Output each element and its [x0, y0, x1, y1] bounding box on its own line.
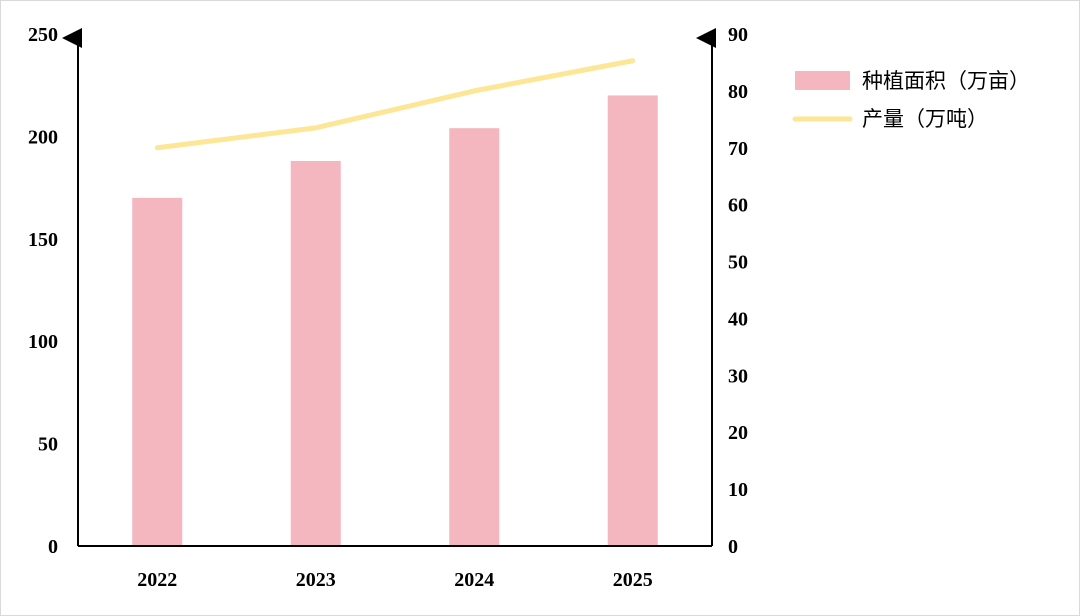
right-tick-label: 20 — [728, 422, 748, 444]
bar-2025 — [607, 95, 658, 546]
left-tick-label: 100 — [28, 331, 58, 353]
right-tick-label: 50 — [728, 252, 748, 274]
axes-layer — [62, 28, 716, 547]
right-tick-label: 0 — [728, 536, 738, 558]
right-tick-label: 40 — [728, 308, 748, 330]
legend-swatch-bar — [795, 71, 850, 90]
bar-2024 — [449, 128, 500, 546]
right-tick-label: 30 — [728, 365, 748, 387]
left-tick-label: 0 — [48, 536, 58, 558]
right-tick-label: 90 — [728, 24, 748, 46]
bars-layer — [132, 95, 658, 546]
x-tick-label: 2023 — [296, 569, 336, 591]
line-layer — [154, 58, 636, 151]
bar-2023 — [290, 160, 341, 546]
line-point-2025 — [632, 60, 634, 62]
output-line — [154, 58, 636, 151]
line-point-2024 — [473, 90, 475, 92]
right-tick-label: 10 — [728, 479, 748, 501]
right-tick-label: 70 — [728, 138, 748, 160]
line-point-2023 — [315, 127, 317, 129]
left-tick-label: 50 — [38, 434, 58, 456]
x-tick-label: 2025 — [613, 569, 653, 591]
line-point-2022 — [156, 147, 158, 149]
right-tick-label: 60 — [728, 195, 748, 217]
right-tick-label: 80 — [728, 81, 748, 103]
legend: 种植面积（万亩） 产量（万吨） — [792, 69, 1030, 131]
x-tick-label: 2022 — [137, 569, 177, 591]
left-tick-label: 250 — [28, 24, 58, 46]
left-tick-label: 150 — [28, 229, 58, 251]
legend-label-output: 产量（万吨） — [862, 107, 988, 131]
x-tick-label: 2024 — [454, 569, 494, 591]
bar-2022 — [132, 197, 183, 546]
legend-label-area: 种植面积（万亩） — [862, 69, 1030, 93]
left-tick-label: 200 — [28, 126, 58, 148]
ticks-layer: 0 50 100 150 200 250 0 10 20 30 40 50 60 70 80 90 2022 20… — [28, 24, 748, 591]
